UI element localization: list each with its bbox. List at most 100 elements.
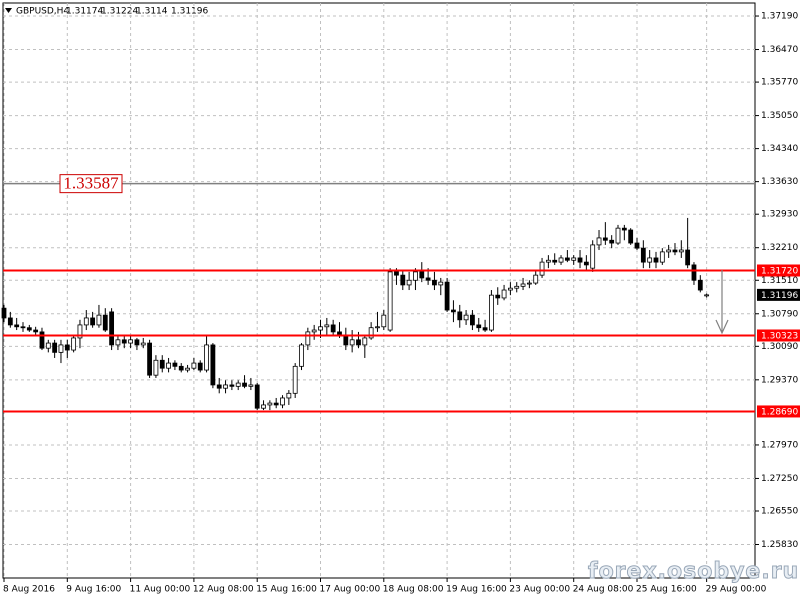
candle-body bbox=[71, 337, 77, 351]
y-tick-label: 1.32210 bbox=[761, 243, 798, 253]
candle-body bbox=[248, 384, 254, 387]
candle-body bbox=[292, 365, 298, 394]
candle-body bbox=[406, 279, 412, 286]
level-label: 1.30323 bbox=[761, 331, 798, 341]
candle-body bbox=[691, 264, 697, 281]
y-tick-label: 1.34340 bbox=[761, 144, 798, 154]
menu-icon[interactable] bbox=[5, 8, 12, 13]
level-box bbox=[757, 264, 800, 277]
candle-body bbox=[52, 342, 58, 353]
x-tick-label: 8 Aug 2016 bbox=[3, 585, 55, 595]
candle-body bbox=[109, 311, 115, 346]
candle-body bbox=[704, 294, 710, 297]
marks: 1.37190 1.36470 1.35770 1.35050 1.34340 1.336… bbox=[1, 3, 800, 595]
header-close: 1.31196 bbox=[171, 7, 208, 17]
candle-body bbox=[552, 259, 558, 263]
y-tick-label: 1.29370 bbox=[761, 375, 798, 385]
candle-body bbox=[273, 402, 279, 406]
candle-body bbox=[438, 281, 444, 286]
candle-body bbox=[577, 257, 583, 263]
candle-body bbox=[368, 327, 374, 339]
candle-body bbox=[533, 274, 539, 284]
candle-body bbox=[128, 339, 134, 344]
candle-body bbox=[419, 271, 425, 279]
candle-body bbox=[640, 247, 646, 263]
y-tick-label: 1.36470 bbox=[761, 45, 798, 55]
candle-body bbox=[558, 257, 564, 263]
candle-body bbox=[185, 367, 190, 371]
candle-body bbox=[324, 324, 330, 328]
candle-body bbox=[602, 237, 608, 241]
candle-body bbox=[457, 311, 463, 321]
candle-body bbox=[242, 382, 247, 387]
candle-body bbox=[172, 362, 178, 367]
candle-body bbox=[299, 344, 304, 367]
candle-body bbox=[583, 261, 589, 266]
candle-body bbox=[147, 342, 152, 376]
candle-body bbox=[653, 257, 659, 263]
candle-body bbox=[634, 242, 640, 249]
candle-body bbox=[349, 339, 355, 346]
candle-body bbox=[685, 249, 691, 266]
candle-body bbox=[647, 257, 653, 263]
x-tick-label: 9 Aug 16:00 bbox=[66, 585, 121, 595]
price-line-box bbox=[59, 174, 123, 194]
candle-body bbox=[58, 344, 64, 353]
candle-body bbox=[153, 359, 159, 376]
candle-body bbox=[20, 326, 26, 329]
candle-body bbox=[615, 227, 621, 244]
symbol-title: GBPUSD,H4 bbox=[16, 7, 69, 17]
candle-body bbox=[191, 362, 197, 369]
candle-body bbox=[216, 384, 222, 389]
candle-body bbox=[261, 404, 266, 409]
x-tick-label: 11 Aug 00:00 bbox=[130, 585, 191, 595]
candle-body bbox=[672, 249, 678, 253]
candle-body bbox=[159, 359, 165, 369]
candle-body bbox=[210, 344, 216, 386]
candle-body bbox=[375, 326, 380, 329]
x-tick-label: 15 Aug 16:00 bbox=[256, 585, 317, 595]
candle-body bbox=[305, 331, 311, 346]
candle-body bbox=[330, 324, 336, 333]
current-price-box bbox=[757, 288, 800, 301]
candle-body bbox=[571, 257, 577, 261]
candle-body bbox=[697, 279, 703, 291]
y-tick-label: 1.37190 bbox=[761, 12, 798, 22]
candle-body bbox=[514, 285, 520, 289]
x-tick-label: 17 Aug 00:00 bbox=[320, 585, 381, 595]
candle-body bbox=[39, 331, 45, 349]
candle-body bbox=[14, 324, 20, 328]
candle-body bbox=[45, 342, 51, 349]
watermark: forex.osobye.ru bbox=[588, 559, 799, 584]
candle-body bbox=[451, 309, 456, 313]
candle-body bbox=[229, 384, 235, 387]
x-tick-label: 18 Aug 08:00 bbox=[383, 585, 444, 595]
candle-body bbox=[444, 281, 450, 311]
candle-body bbox=[90, 317, 96, 326]
candle-body bbox=[387, 271, 393, 331]
y-tick-label: 1.35770 bbox=[761, 78, 798, 88]
candle-body bbox=[470, 314, 475, 326]
header-open: 1.31174 bbox=[66, 7, 103, 17]
candle-body bbox=[197, 362, 203, 371]
candle-body bbox=[286, 392, 292, 399]
candle-body bbox=[178, 365, 184, 371]
candle-body bbox=[223, 384, 228, 389]
candle-body bbox=[166, 362, 171, 369]
candle-body bbox=[507, 287, 513, 291]
candle-body bbox=[590, 244, 596, 269]
candle-body bbox=[7, 317, 13, 326]
candle-body bbox=[235, 382, 241, 387]
plot-frame bbox=[2, 2, 756, 579]
current-price-label: 1.31196 bbox=[761, 291, 798, 301]
level-label: 1.31720 bbox=[761, 266, 798, 276]
candle-body bbox=[280, 397, 285, 406]
candle-body bbox=[267, 402, 273, 406]
candle-body bbox=[394, 271, 399, 276]
candle-body bbox=[102, 314, 108, 331]
candle-body bbox=[520, 283, 526, 287]
level-box bbox=[757, 329, 800, 342]
x-tick-label: 19 Aug 16:00 bbox=[446, 585, 507, 595]
candle-body bbox=[343, 334, 349, 346]
candle-body bbox=[254, 384, 260, 409]
